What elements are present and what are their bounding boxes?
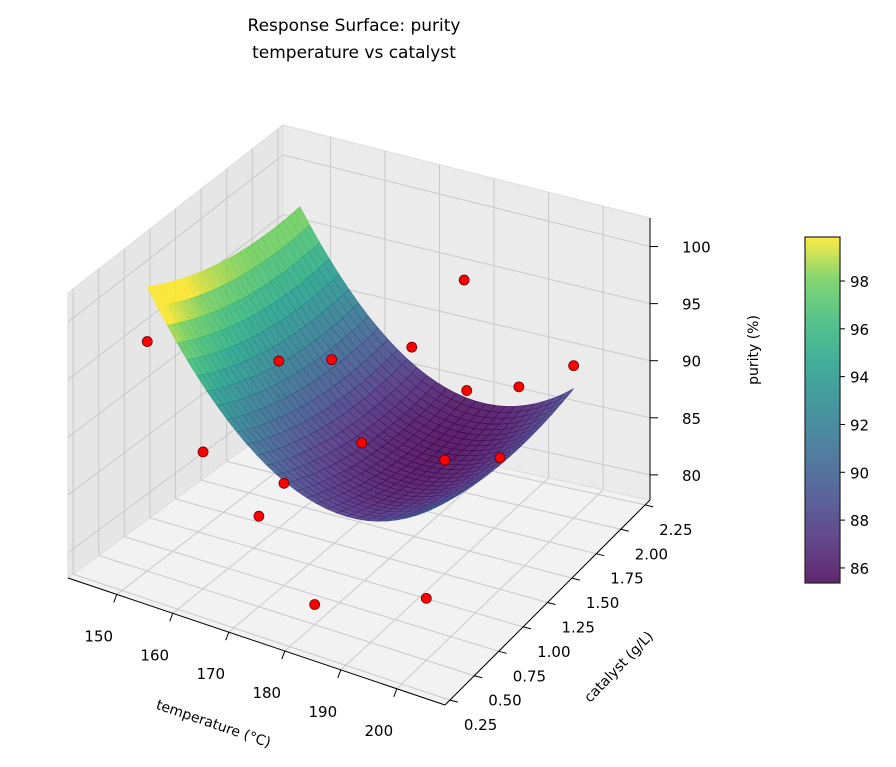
gridline — [149, 517, 524, 628]
data-point — [461, 385, 473, 396]
gridline — [98, 554, 475, 677]
y-tick-label: 2.00 — [635, 545, 668, 563]
x-tick — [281, 650, 286, 660]
x-axis-line — [67, 577, 446, 706]
x-tick — [169, 613, 174, 622]
gridline — [282, 154, 651, 248]
data-points — [141, 274, 580, 610]
data-point — [309, 599, 321, 610]
data-point — [439, 454, 451, 466]
y-axis-label: catalyst (g/L) — [581, 629, 656, 706]
x-tick-label: 170 — [196, 665, 225, 683]
data-point — [513, 381, 525, 393]
data-point — [197, 446, 209, 458]
x-tick — [225, 631, 230, 641]
colorbar-ticks: 86 88 90 92 94 96 98 — [840, 273, 869, 578]
colorbar — [804, 236, 841, 584]
y-tick — [596, 553, 605, 557]
y-tick-label: 0.25 — [464, 716, 497, 734]
data-point — [568, 360, 580, 372]
z-tick-label: 80 — [682, 467, 701, 485]
z-tick-label: 100 — [682, 239, 711, 257]
z-tick-label: 90 — [682, 353, 701, 371]
y-tick-label: 0.75 — [513, 667, 546, 685]
y-tick — [449, 699, 459, 703]
colorbar-tick-label: 98 — [850, 273, 869, 291]
chart-subtitle: temperature vs catalyst — [252, 43, 456, 63]
colorbar-tick-label: 94 — [850, 369, 869, 387]
data-point — [278, 477, 290, 489]
y-tick — [547, 602, 556, 605]
z-tick-label: 95 — [682, 296, 701, 314]
y-tick — [620, 528, 629, 532]
data-point — [458, 274, 470, 286]
x-tick — [393, 688, 398, 697]
gridline — [124, 536, 499, 652]
surface-patch — [416, 509, 432, 516]
y-tick-label: 2.25 — [659, 521, 692, 539]
colorbar-tick-label: 88 — [850, 512, 869, 530]
y-tick-label: 1.00 — [537, 643, 570, 661]
x-tick-label: 200 — [365, 722, 394, 740]
y-tick — [522, 626, 532, 630]
axes: 150 160 170 180 190 200 0.25 0.50 0.75 1.00 1.25 1.… — [67, 218, 711, 740]
x-tick — [113, 594, 118, 603]
y-tick — [498, 650, 507, 654]
x-tick-label: 190 — [308, 703, 337, 721]
y-tick-label: 1.25 — [562, 619, 595, 637]
y-tick — [644, 504, 654, 508]
y-tick-label: 0.50 — [488, 692, 521, 710]
colorbar-tick-label: 96 — [850, 321, 869, 339]
colorbar-tick-label: 92 — [850, 416, 869, 434]
gridline — [72, 573, 451, 701]
data-point — [420, 592, 432, 604]
y-tick-label: 1.75 — [610, 570, 643, 588]
z-tick-label: 85 — [682, 410, 701, 428]
gridline — [200, 479, 573, 579]
y-tick — [571, 577, 581, 581]
gridline — [67, 154, 284, 323]
colorbar-tick-label: 90 — [850, 464, 869, 482]
data-point — [141, 336, 153, 347]
gridline — [175, 498, 548, 603]
x-tick-label: 180 — [252, 684, 281, 702]
data-point — [356, 437, 368, 449]
data-point — [406, 341, 418, 353]
x-axis-label: temperature (°C) — [154, 697, 273, 751]
data-point — [494, 452, 506, 464]
data-point — [253, 510, 265, 522]
gridline — [282, 214, 651, 305]
z-axis-label: purity (%) — [746, 315, 762, 385]
y-tick-label: 1.50 — [586, 594, 619, 612]
x-tick-label: 150 — [84, 627, 113, 645]
data-point — [326, 354, 338, 366]
x-tick-label: 160 — [140, 646, 169, 664]
chart-title: Response Surface: purity — [248, 16, 461, 36]
x-tick — [337, 669, 342, 679]
colorbar-tick-label: 86 — [850, 560, 869, 578]
y-tick — [474, 675, 483, 679]
data-point — [273, 355, 285, 367]
